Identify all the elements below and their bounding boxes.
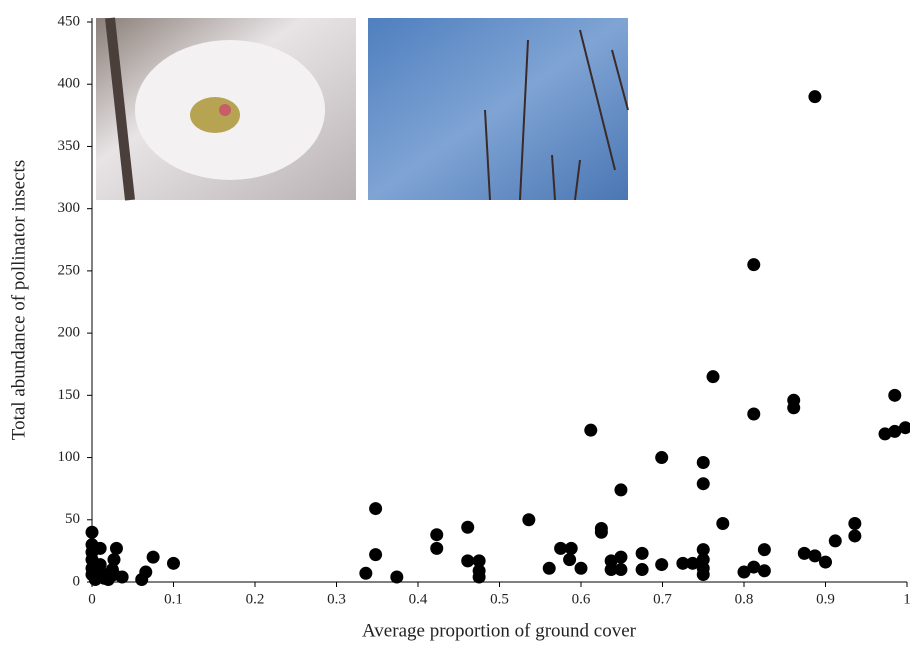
point <box>757 564 771 578</box>
point <box>848 529 862 543</box>
point <box>737 565 751 579</box>
point <box>747 560 761 574</box>
x-tick-label: 0.4 <box>409 591 428 607</box>
point <box>848 517 862 531</box>
point <box>564 541 578 555</box>
point <box>676 556 690 570</box>
point <box>390 570 404 584</box>
photo-sky <box>368 18 629 201</box>
point <box>614 550 628 564</box>
x-tick-label: 0.9 <box>816 591 835 607</box>
y-tick-label: 50 <box>65 511 80 527</box>
point <box>706 370 720 384</box>
point <box>369 548 383 562</box>
point <box>696 543 710 557</box>
point <box>898 421 910 435</box>
point <box>594 525 608 539</box>
x-tick-label: 0.8 <box>735 591 754 607</box>
point <box>107 553 121 567</box>
point <box>563 553 577 567</box>
x-tick-label: 0.2 <box>246 591 265 607</box>
point <box>554 541 568 555</box>
x-tick-label: 0 <box>88 591 96 607</box>
point <box>472 554 486 568</box>
point <box>167 556 180 570</box>
y-tick-label: 200 <box>58 325 81 341</box>
point <box>93 541 107 555</box>
point <box>787 401 801 415</box>
point <box>635 546 649 560</box>
x-axis-title: Average proportion of ground cover <box>362 620 637 641</box>
point <box>461 520 475 534</box>
point <box>696 568 710 582</box>
y-axis-title: Total abundance of pollinator insects <box>8 160 29 440</box>
point <box>614 483 628 497</box>
point <box>635 563 649 577</box>
point <box>686 556 700 570</box>
x-tick-label: 0.1 <box>164 591 183 607</box>
point <box>696 456 710 470</box>
point <box>878 427 892 441</box>
point <box>461 554 475 568</box>
point <box>430 528 444 542</box>
point <box>888 388 902 402</box>
point <box>655 558 669 572</box>
x-tick-label: 1 <box>903 591 910 607</box>
y-tick-label: 0 <box>73 573 81 589</box>
point <box>522 513 536 527</box>
point <box>614 563 628 577</box>
point <box>716 517 730 531</box>
point <box>747 258 761 272</box>
point <box>757 543 771 557</box>
point <box>369 502 383 516</box>
x-tick-label: 0.5 <box>490 591 509 607</box>
point <box>604 563 618 577</box>
point <box>139 565 153 579</box>
point <box>359 566 373 580</box>
point <box>808 90 822 104</box>
point <box>574 561 588 575</box>
point <box>430 541 444 555</box>
y-tick-label: 100 <box>58 449 81 465</box>
y-tick-label: 300 <box>58 200 81 216</box>
y-tick-label: 350 <box>58 138 81 154</box>
point <box>584 423 598 437</box>
point <box>107 568 121 582</box>
point <box>808 549 822 563</box>
point <box>888 424 902 438</box>
point <box>472 570 486 584</box>
point <box>747 407 761 421</box>
point <box>542 561 556 575</box>
point <box>797 546 811 560</box>
point <box>655 451 669 465</box>
y-tick-label: 150 <box>58 387 81 403</box>
y-tick-label: 450 <box>58 13 81 29</box>
point <box>828 534 842 548</box>
x-tick-label: 0.7 <box>653 591 672 607</box>
point <box>696 477 710 491</box>
point <box>146 550 160 564</box>
y-tick-label: 400 <box>58 76 81 92</box>
x-tick-label: 0.3 <box>327 591 346 607</box>
point <box>819 555 832 569</box>
point <box>85 525 99 539</box>
point <box>109 541 123 555</box>
photo-blossom <box>96 17 356 201</box>
x-tick-label: 0.6 <box>572 591 591 607</box>
y-tick-label: 250 <box>58 262 81 278</box>
